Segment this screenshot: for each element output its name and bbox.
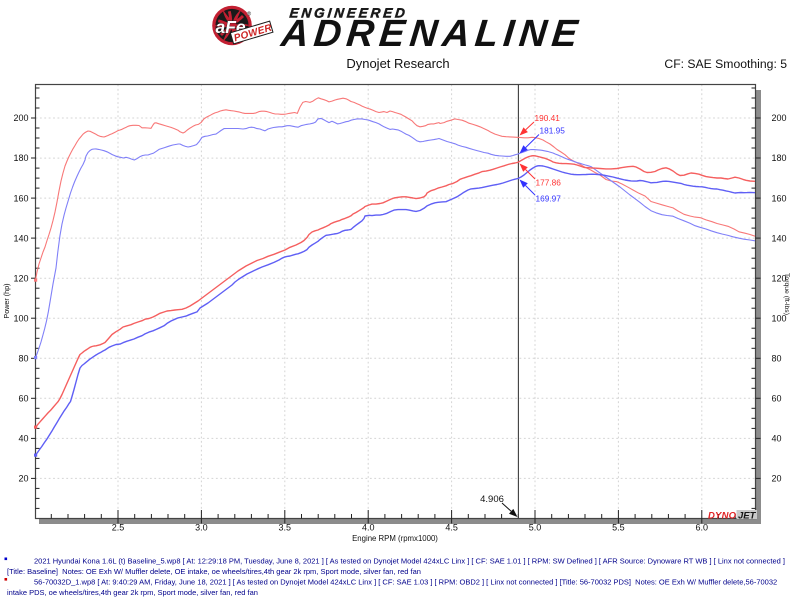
svg-text:80: 80 xyxy=(18,354,28,364)
svg-text:2.5: 2.5 xyxy=(112,523,125,533)
svg-text:200: 200 xyxy=(772,113,787,123)
svg-text:Power (hp): Power (hp) xyxy=(2,283,11,318)
svg-text:2021 Hyundai Kona 1.6L (t) Bas: 2021 Hyundai Kona 1.6L (t) Baseline_5.wp… xyxy=(34,557,785,566)
svg-text:5.0: 5.0 xyxy=(529,523,542,533)
svg-text:JET: JET xyxy=(738,511,757,522)
svg-text:100: 100 xyxy=(772,313,787,323)
svg-text:4.0: 4.0 xyxy=(362,523,375,533)
svg-text:180: 180 xyxy=(13,153,28,163)
svg-text:40: 40 xyxy=(772,434,782,444)
svg-text:DYNO: DYNO xyxy=(708,511,737,522)
svg-text:5.5: 5.5 xyxy=(612,523,625,533)
svg-text:60: 60 xyxy=(18,394,28,404)
svg-text:3.0: 3.0 xyxy=(195,523,208,533)
svg-text:180: 180 xyxy=(772,153,787,163)
svg-text:120: 120 xyxy=(772,273,787,283)
svg-text:169.97: 169.97 xyxy=(536,194,562,204)
svg-text:56-70032D_1.wp8 [ At: 9:40:29: 56-70032D_1.wp8 [ At: 9:40:29 AM, Friday… xyxy=(34,578,777,587)
svg-text:140: 140 xyxy=(13,233,28,243)
svg-text:6.0: 6.0 xyxy=(696,523,709,533)
svg-text:Torque (ft-lbs): Torque (ft-lbs) xyxy=(783,273,790,315)
svg-text:181.95: 181.95 xyxy=(540,126,566,136)
svg-text:100: 100 xyxy=(13,313,28,323)
svg-text:4.5: 4.5 xyxy=(445,523,458,533)
svg-text:intake PDS, oe wheels/tires,4t: intake PDS, oe wheels/tires,4th gear 2k … xyxy=(7,588,258,597)
svg-text:200: 200 xyxy=(13,113,28,123)
svg-text:CF: SAE Smoothing: 5: CF: SAE Smoothing: 5 xyxy=(664,57,787,71)
svg-text:Dynojet Research: Dynojet Research xyxy=(346,56,449,71)
svg-text:190.41: 190.41 xyxy=(535,113,561,123)
svg-text:60: 60 xyxy=(772,394,782,404)
svg-text:20: 20 xyxy=(18,474,28,484)
svg-text:3.5: 3.5 xyxy=(279,523,292,533)
svg-text:ENGINEERED: ENGINEERED xyxy=(289,6,409,21)
svg-text:177.86: 177.86 xyxy=(536,178,562,188)
svg-text:120: 120 xyxy=(13,273,28,283)
svg-text:[Title: Baseline] Notes: OE E: [Title: Baseline] Notes: OE Exh W/ Muffl… xyxy=(7,567,421,576)
svg-text:ADRENALINE: ADRENALINE xyxy=(278,13,584,55)
svg-text:40: 40 xyxy=(18,434,28,444)
svg-text:20: 20 xyxy=(772,474,782,484)
svg-text:®: ® xyxy=(247,11,251,18)
svg-text:140: 140 xyxy=(772,233,787,243)
svg-text:160: 160 xyxy=(772,193,787,203)
svg-text:4.906: 4.906 xyxy=(480,494,504,505)
svg-text:160: 160 xyxy=(13,193,28,203)
svg-text:Engine RPM (rpmx1000): Engine RPM (rpmx1000) xyxy=(352,534,438,543)
svg-text:80: 80 xyxy=(772,354,782,364)
